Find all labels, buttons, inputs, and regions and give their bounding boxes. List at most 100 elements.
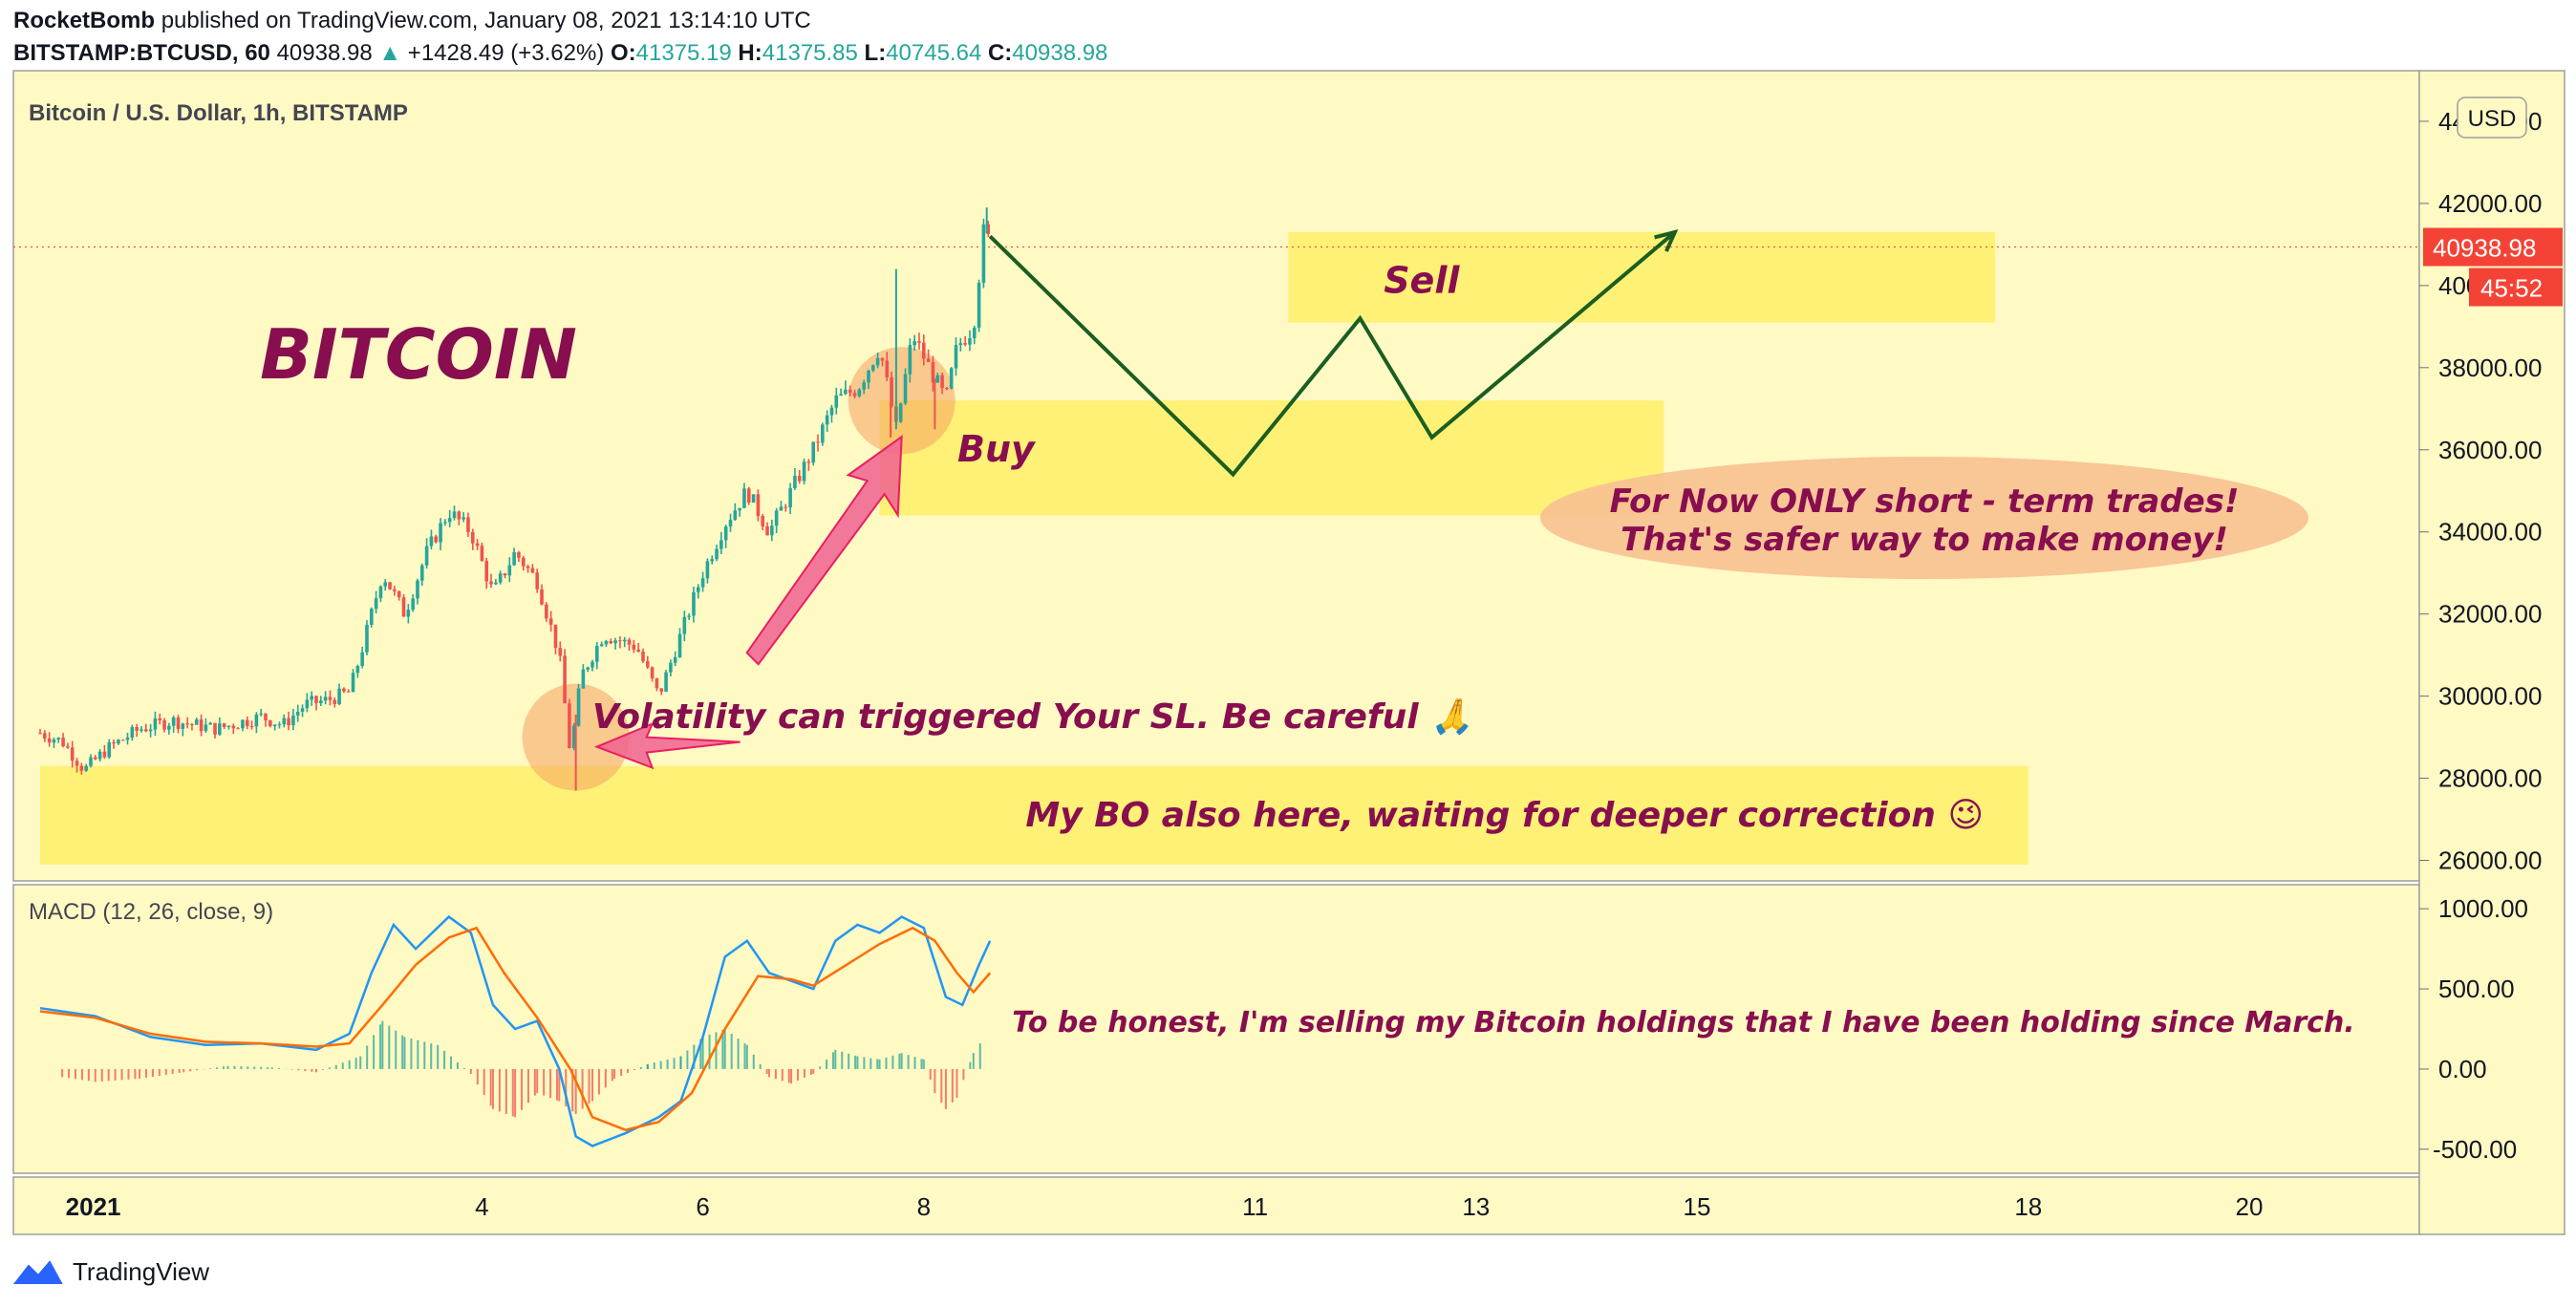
candle-body [153, 718, 158, 730]
candle-body [489, 581, 493, 585]
candle [443, 519, 447, 526]
candle [236, 726, 240, 730]
candle-body [272, 724, 277, 727]
candle [922, 334, 926, 366]
candle-body [535, 572, 539, 589]
candle [696, 584, 700, 599]
candle-body [125, 738, 130, 740]
candle [935, 373, 940, 383]
time-tick-label: 4 [475, 1192, 488, 1221]
candle [558, 641, 563, 662]
candle-body [981, 224, 986, 284]
currency-label: USD [2468, 106, 2517, 132]
macd-tick-label: -500.00 [2433, 1135, 2517, 1164]
candle-body [89, 757, 93, 766]
candle [66, 742, 70, 749]
price-tick-label: 30000.00 [2438, 682, 2542, 711]
candle [429, 529, 434, 550]
candle-body [521, 557, 526, 567]
open-label: O: [610, 40, 636, 66]
candle-body [898, 403, 903, 422]
candle [52, 737, 56, 749]
candle [272, 724, 277, 731]
candle [898, 402, 903, 423]
candle-body [300, 708, 305, 713]
candle [548, 611, 553, 632]
candle-body [494, 582, 498, 585]
candle-body [167, 725, 171, 730]
bo-note: My BO also here, waiting for deeper corr… [1025, 796, 1984, 835]
publisher-name[interactable]: RocketBomb [13, 8, 156, 33]
candle-body [641, 651, 645, 662]
candle [323, 691, 328, 705]
candle [143, 723, 148, 733]
candle [140, 725, 143, 733]
candle [305, 693, 310, 713]
projection-path [988, 230, 1677, 478]
candle-body [765, 525, 769, 536]
candle-body [761, 516, 765, 526]
candle-body [646, 661, 650, 668]
candle [545, 602, 548, 622]
tradingview-brand: TradingView [73, 1257, 210, 1286]
candle-body [604, 641, 609, 645]
candle-body [439, 523, 442, 543]
currency-button[interactable]: USD [2457, 96, 2527, 139]
candle [723, 525, 728, 548]
candle [880, 357, 885, 367]
time-tick-label: 11 [1242, 1192, 1268, 1221]
candle [462, 512, 465, 523]
currency-button-box[interactable] [2457, 96, 2527, 139]
candle-body [784, 506, 788, 508]
candle [825, 410, 829, 433]
candle-body [553, 624, 558, 649]
candle-body [264, 713, 268, 721]
candle [926, 349, 931, 362]
candle [968, 330, 972, 352]
candle [710, 555, 715, 565]
candle-body [374, 598, 378, 610]
candle-body [848, 389, 852, 394]
candle [282, 714, 287, 728]
candle-body [185, 723, 189, 725]
candle-body [268, 720, 272, 727]
candle [963, 335, 967, 347]
candle [784, 504, 788, 512]
candle-body [935, 375, 940, 383]
candle-body [682, 616, 687, 634]
candle-body [986, 224, 991, 234]
candle-body [963, 343, 967, 345]
candle-body [968, 337, 972, 345]
candle [521, 555, 526, 571]
price-tick-label: 28000.00 [2438, 764, 2542, 793]
candle-body [397, 590, 401, 598]
candle-body [673, 657, 677, 663]
candle [530, 564, 535, 574]
candle [746, 486, 751, 505]
candle-body [746, 488, 751, 504]
candle [383, 578, 388, 591]
candle [875, 353, 880, 369]
time-tick-label: 8 [917, 1192, 931, 1221]
tradingview-logo[interactable]: TradingView [11, 1257, 209, 1287]
candle-body [70, 747, 75, 761]
candle [393, 586, 397, 596]
candle [190, 722, 194, 731]
candle-body [977, 283, 981, 328]
price-tick-label: 26000.00 [2438, 846, 2542, 875]
candle [75, 758, 79, 773]
candle [912, 334, 916, 351]
candle [162, 718, 166, 733]
candle-body [715, 548, 719, 560]
candle-body [507, 565, 512, 576]
candle-body [475, 543, 480, 546]
candle-body [558, 648, 563, 656]
candle-body [117, 739, 120, 744]
candle-body [540, 589, 544, 605]
candle-body [190, 723, 194, 725]
candle [419, 563, 424, 587]
candle [222, 722, 226, 730]
note-line-2: That's safer way to make money! [1621, 521, 2228, 559]
high-label: H: [738, 40, 762, 66]
